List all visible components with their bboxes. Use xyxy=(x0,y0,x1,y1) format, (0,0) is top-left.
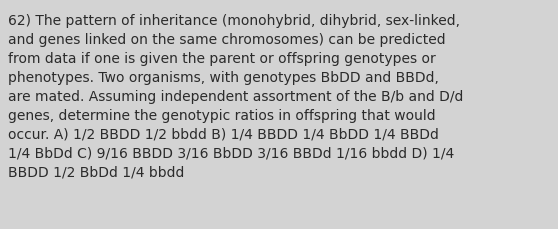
Text: 62) The pattern of inheritance (monohybrid, dihybrid, sex-linked,
and genes link: 62) The pattern of inheritance (monohybr… xyxy=(8,14,463,179)
